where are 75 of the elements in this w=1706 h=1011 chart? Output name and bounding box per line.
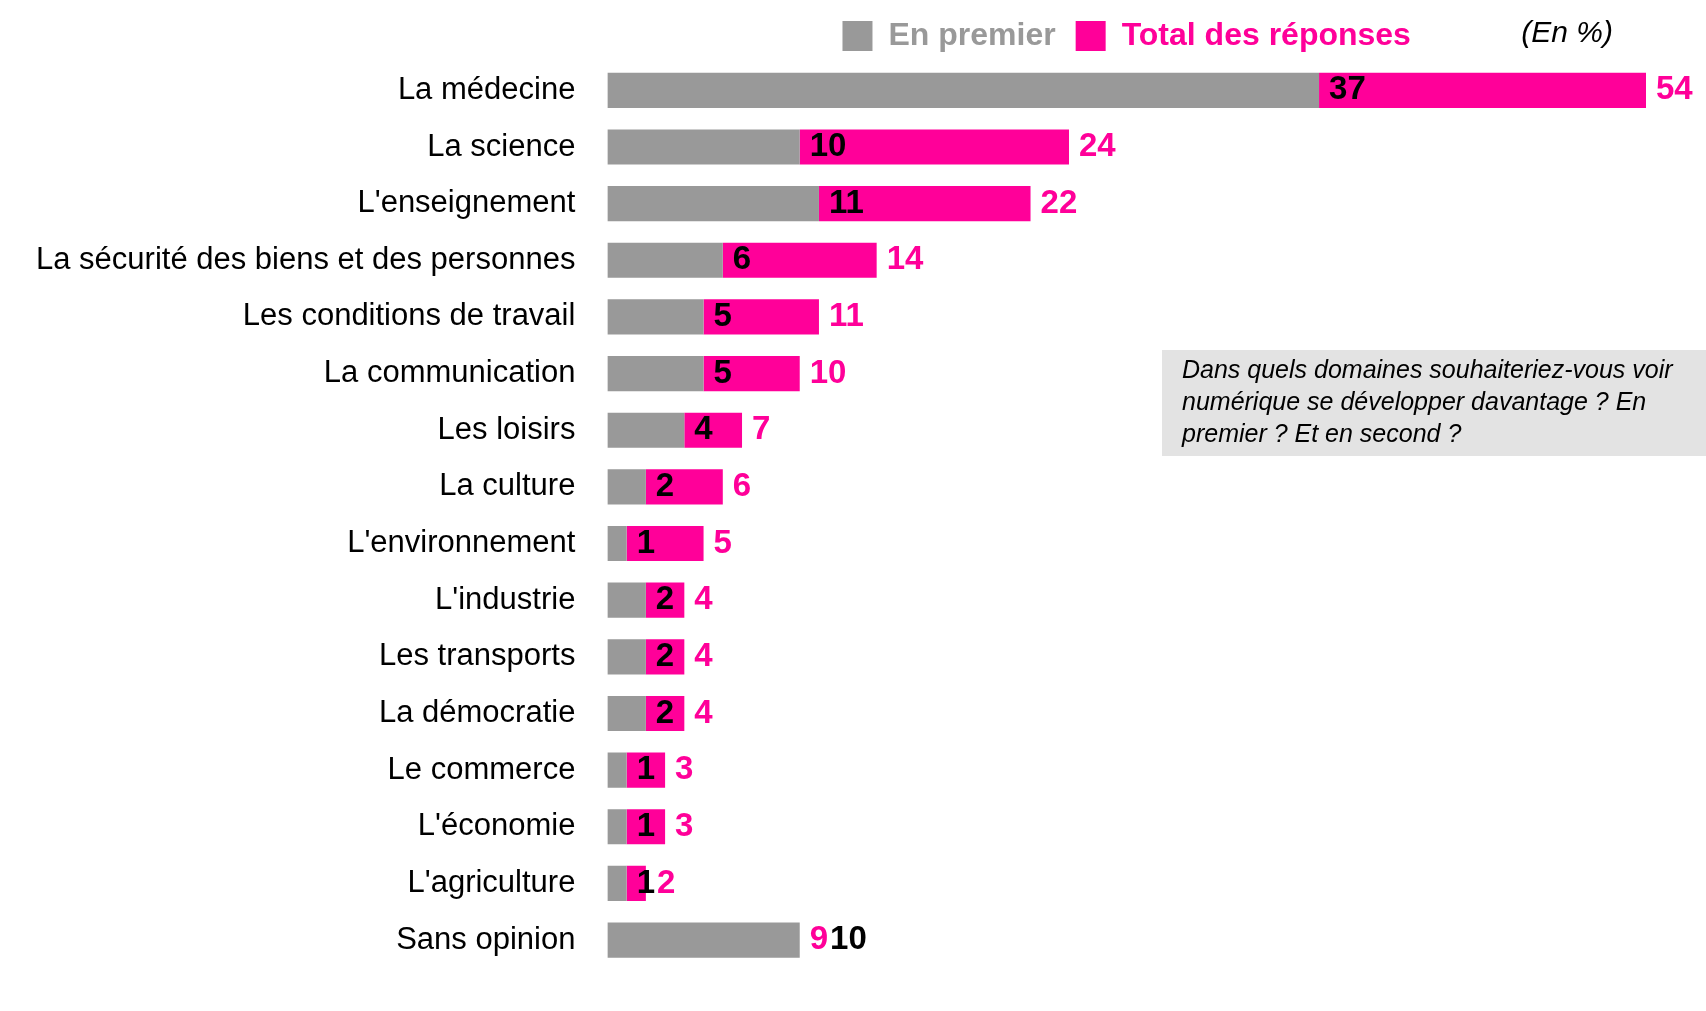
total-label: 11 <box>828 296 864 334</box>
data-label: 1 <box>636 749 655 787</box>
bar <box>703 299 819 335</box>
bar <box>722 242 877 278</box>
bar <box>1319 72 1646 108</box>
y-tick-label: L'enseignement <box>357 184 576 220</box>
total-label: 2 <box>656 862 676 900</box>
total-label: 4 <box>694 579 714 617</box>
total-label: 4 <box>694 692 714 730</box>
y-tick-label: L'agriculture <box>407 863 576 899</box>
y-tick-label: Les transports <box>378 637 576 673</box>
y-tick-label: La démocratie <box>378 694 576 730</box>
y-tick-label: L'économie <box>417 807 576 843</box>
bar <box>607 809 627 845</box>
data-label: 10 <box>830 919 867 957</box>
data-label: 2 <box>655 465 675 503</box>
data-label: 5 <box>713 352 732 390</box>
total-label: 3 <box>675 805 694 843</box>
data-label: 2 <box>655 635 675 673</box>
bar <box>645 469 723 505</box>
bar <box>626 525 704 562</box>
bar <box>607 412 685 448</box>
y-tick-label: Les loisirs <box>437 410 576 446</box>
total-label: 3 <box>675 749 694 787</box>
bar <box>607 72 1320 108</box>
data-label: 10 <box>809 126 847 164</box>
data-label: 2 <box>655 692 675 730</box>
total-label: 24 <box>1079 126 1117 164</box>
bar <box>607 356 704 392</box>
bar <box>607 299 704 335</box>
bar <box>607 752 627 788</box>
data-label: 5 <box>713 296 732 334</box>
y-tick-label: L'industrie <box>435 580 576 616</box>
data-label: 1 <box>636 522 655 560</box>
data-label: 2 <box>655 579 675 617</box>
text: (En %) <box>1521 14 1613 50</box>
bar <box>607 922 800 958</box>
bar <box>799 129 1069 165</box>
bar <box>607 639 646 675</box>
data-label: 37 <box>1329 69 1366 107</box>
bar <box>607 525 627 562</box>
bar <box>818 186 1031 222</box>
y-tick-label: Sans opinion <box>396 920 576 956</box>
bar <box>607 695 646 732</box>
total-label: 9 <box>809 919 829 957</box>
data-label: 11 <box>828 182 864 220</box>
data-label: 6 <box>732 239 752 277</box>
annotation: Dans quels domaines souhaiteriez-vous voir numérique se développer davantage ? En premier ? Et en second ? <box>1162 350 1706 456</box>
legend-label: Total des réponses <box>1121 15 1411 52</box>
bar <box>607 582 646 618</box>
total-label: 10 <box>809 352 847 390</box>
data-label: 1 <box>636 805 655 843</box>
bar <box>607 186 819 222</box>
total-label: 4 <box>694 635 714 673</box>
total-label: 7 <box>752 409 771 447</box>
data-label: 4 <box>694 409 714 447</box>
bar <box>607 469 646 505</box>
total-label: 22 <box>1040 182 1078 220</box>
bar <box>607 242 723 278</box>
total-label: 5 <box>713 522 732 560</box>
total-label: 54 <box>1656 69 1694 107</box>
y-tick-label: Le commerce <box>387 750 576 786</box>
y-tick-label: L'environnement <box>347 524 576 560</box>
total-label: 14 <box>886 239 925 277</box>
y-tick-label: Les conditions de travail <box>242 297 576 333</box>
y-tick-label: La sécurité des biens et des personnes <box>35 240 576 276</box>
bar <box>703 356 800 392</box>
legend-label: En premier <box>888 15 1056 52</box>
y-tick-label: La culture <box>439 467 576 503</box>
y-tick-label: La science <box>427 127 576 163</box>
total-label: 6 <box>732 465 752 503</box>
y-tick-label: La communication <box>323 354 576 390</box>
bar <box>607 865 627 901</box>
bar <box>607 129 800 165</box>
y-tick-label: La médecine <box>397 70 576 106</box>
